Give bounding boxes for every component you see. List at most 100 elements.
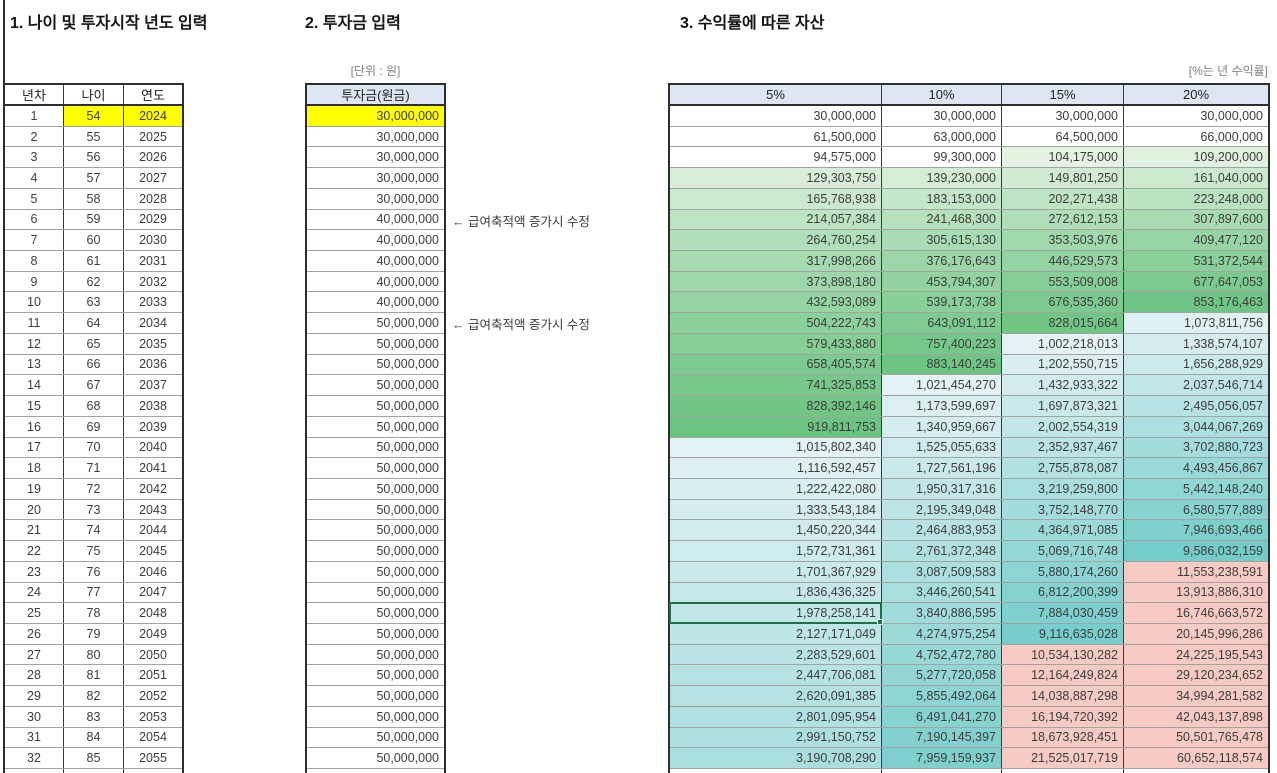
asset-value-cell[interactable]: 21,525,017,719 xyxy=(1002,748,1124,768)
year-cell[interactable]: 2051 xyxy=(139,668,167,683)
year-cell[interactable]: 2035 xyxy=(139,336,167,351)
year-cell[interactable]: 2040 xyxy=(139,440,167,455)
asset-value-cell[interactable]: 3,087,509,583 xyxy=(882,561,1002,582)
investment-amount-cell[interactable]: 40,000,000 xyxy=(376,233,439,248)
asset-value-cell[interactable]: 317,998,266 xyxy=(670,251,882,271)
year-index-cell[interactable]: 24 xyxy=(5,582,64,603)
year-index-cell[interactable]: 13 xyxy=(5,354,64,375)
empty-cell[interactable] xyxy=(64,769,124,773)
year-index-cell[interactable]: 5 xyxy=(5,188,64,209)
asset-value-cell[interactable]: 376,176,643 xyxy=(882,251,1002,271)
year-cell[interactable]: 2026 xyxy=(139,150,167,165)
asset-value-cell[interactable]: 579,433,880 xyxy=(670,333,882,354)
investment-amount-cell[interactable]: 50,000,000 xyxy=(376,378,439,393)
asset-value-cell[interactable]: 446,529,573 xyxy=(1002,251,1124,271)
asset-value-cell[interactable]: 7,959,159,937 xyxy=(882,748,1002,768)
asset-value-cell[interactable]: 3,044,067,269 xyxy=(1124,416,1268,437)
asset-value-cell[interactable]: 272,612,153 xyxy=(1002,209,1124,230)
investment-amount-cell[interactable]: 50,000,000 xyxy=(376,336,439,351)
year-cell[interactable]: 2032 xyxy=(139,274,167,289)
asset-value-cell[interactable]: 109,200,000 xyxy=(1124,147,1268,168)
year-index-cell[interactable]: 26 xyxy=(5,623,64,644)
asset-value-cell[interactable]: 29,120,234,652 xyxy=(1124,665,1268,686)
asset-value-cell[interactable]: 453,794,307 xyxy=(882,271,1002,292)
asset-value-cell[interactable]: 3,446,260,541 xyxy=(882,582,1002,603)
year-index-cell[interactable]: 11 xyxy=(5,313,64,333)
empty-cell[interactable] xyxy=(882,769,1002,773)
year-cell[interactable]: 2038 xyxy=(139,398,167,413)
year-index-cell[interactable]: 14 xyxy=(5,375,64,396)
asset-value-cell[interactable]: 5,442,148,240 xyxy=(1124,478,1268,499)
asset-value-cell[interactable]: 828,015,664 xyxy=(1002,313,1124,333)
age-cell[interactable]: 69 xyxy=(64,416,124,437)
asset-value-cell[interactable]: 16,194,720,392 xyxy=(1002,706,1124,727)
investment-amount-cell[interactable]: 30,000,000 xyxy=(307,106,444,126)
investment-amount-cell[interactable]: 50,000,000 xyxy=(376,709,439,724)
asset-value-cell[interactable]: 12,164,249,824 xyxy=(1002,665,1124,686)
asset-value-cell[interactable]: 2,447,706,081 xyxy=(670,665,882,686)
investment-amount-cell[interactable]: 50,000,000 xyxy=(376,419,439,434)
empty-cell[interactable] xyxy=(5,769,64,773)
investment-amount-cell[interactable]: 30,000,000 xyxy=(376,150,439,165)
year-cell[interactable]: 2042 xyxy=(139,481,167,496)
year-cell[interactable]: 2054 xyxy=(139,730,167,745)
year-index-cell[interactable]: 4 xyxy=(5,168,64,188)
year-cell[interactable]: 2047 xyxy=(139,585,167,600)
asset-value-cell[interactable]: 4,493,456,867 xyxy=(1124,458,1268,478)
year-cell[interactable]: 2046 xyxy=(139,564,167,579)
year-cell[interactable]: 2031 xyxy=(139,253,167,268)
asset-value-cell[interactable]: 1,116,592,457 xyxy=(670,458,882,478)
asset-value-cell[interactable]: 7,190,145,397 xyxy=(882,727,1002,748)
age-cell[interactable]: 82 xyxy=(64,686,124,706)
investment-amount-cell[interactable]: 50,000,000 xyxy=(376,502,439,517)
asset-value-cell[interactable]: 4,364,971,085 xyxy=(1002,520,1124,541)
asset-value-cell[interactable]: 409,477,120 xyxy=(1124,230,1268,251)
asset-value-cell[interactable]: 10,534,130,282 xyxy=(1002,644,1124,665)
asset-value-cell[interactable]: 1,333,543,184 xyxy=(670,499,882,520)
age-cell[interactable]: 77 xyxy=(64,582,124,603)
year-index-cell[interactable]: 3 xyxy=(5,147,64,168)
age-cell[interactable]: 84 xyxy=(64,727,124,748)
year-index-cell[interactable]: 10 xyxy=(5,292,64,313)
asset-value-cell[interactable]: 1,021,454,270 xyxy=(882,375,1002,396)
asset-value-cell[interactable]: 6,491,041,270 xyxy=(882,706,1002,727)
age-cell[interactable]: 54 xyxy=(64,106,124,126)
asset-value-cell[interactable]: 7,884,030,459 xyxy=(1002,603,1124,623)
asset-value-cell[interactable]: 2,195,349,048 xyxy=(882,499,1002,520)
asset-value-cell[interactable]: 2,127,171,049 xyxy=(670,623,882,644)
asset-value-cell[interactable]: 30,000,000 xyxy=(882,106,1002,126)
asset-value-cell[interactable]: 66,000,000 xyxy=(1124,126,1268,147)
asset-value-cell[interactable]: 4,274,975,254 xyxy=(882,623,1002,644)
age-cell[interactable]: 76 xyxy=(64,561,124,582)
age-cell[interactable]: 85 xyxy=(64,748,124,768)
asset-value-cell[interactable]: 919,811,753 xyxy=(670,416,882,437)
asset-value-cell[interactable]: 1,002,218,013 xyxy=(1002,333,1124,354)
asset-value-cell[interactable]: 2,755,878,087 xyxy=(1002,458,1124,478)
investment-amount-cell[interactable]: 50,000,000 xyxy=(376,564,439,579)
investment-amount-cell[interactable]: 50,000,000 xyxy=(376,626,439,641)
asset-value-cell[interactable]: 353,503,976 xyxy=(1002,230,1124,251)
year-cell[interactable]: 2041 xyxy=(139,461,167,476)
asset-value-cell[interactable]: 883,140,245 xyxy=(882,354,1002,375)
asset-value-cell[interactable]: 264,760,254 xyxy=(670,230,882,251)
asset-value-cell[interactable]: 1,432,933,322 xyxy=(1002,375,1124,396)
year-index-cell[interactable]: 6 xyxy=(5,209,64,230)
asset-value-cell[interactable]: 5,880,174,260 xyxy=(1002,561,1124,582)
investment-amount-cell[interactable]: 50,000,000 xyxy=(376,316,439,331)
empty-cell[interactable] xyxy=(307,769,444,773)
year-cell[interactable]: 2036 xyxy=(139,357,167,372)
age-cell[interactable]: 58 xyxy=(64,188,124,209)
age-cell[interactable]: 72 xyxy=(64,478,124,499)
asset-value-cell[interactable]: 432,593,089 xyxy=(670,292,882,313)
asset-value-cell[interactable]: 5,855,492,064 xyxy=(882,686,1002,706)
asset-value-cell[interactable]: 643,091,112 xyxy=(882,313,1002,333)
year-index-cell[interactable]: 22 xyxy=(5,541,64,561)
asset-value-cell[interactable]: 16,746,663,572 xyxy=(1124,603,1268,623)
asset-value-cell[interactable]: 1,073,811,756 xyxy=(1124,313,1268,333)
investment-amount-cell[interactable]: 40,000,000 xyxy=(376,253,439,268)
asset-value-cell[interactable]: 853,176,463 xyxy=(1124,292,1268,313)
age-cell[interactable]: 68 xyxy=(64,396,124,416)
year-cell[interactable]: 2055 xyxy=(139,751,167,766)
asset-value-cell[interactable]: 30,000,000 xyxy=(1002,106,1124,126)
asset-value-cell[interactable]: 9,586,032,159 xyxy=(1124,541,1268,561)
